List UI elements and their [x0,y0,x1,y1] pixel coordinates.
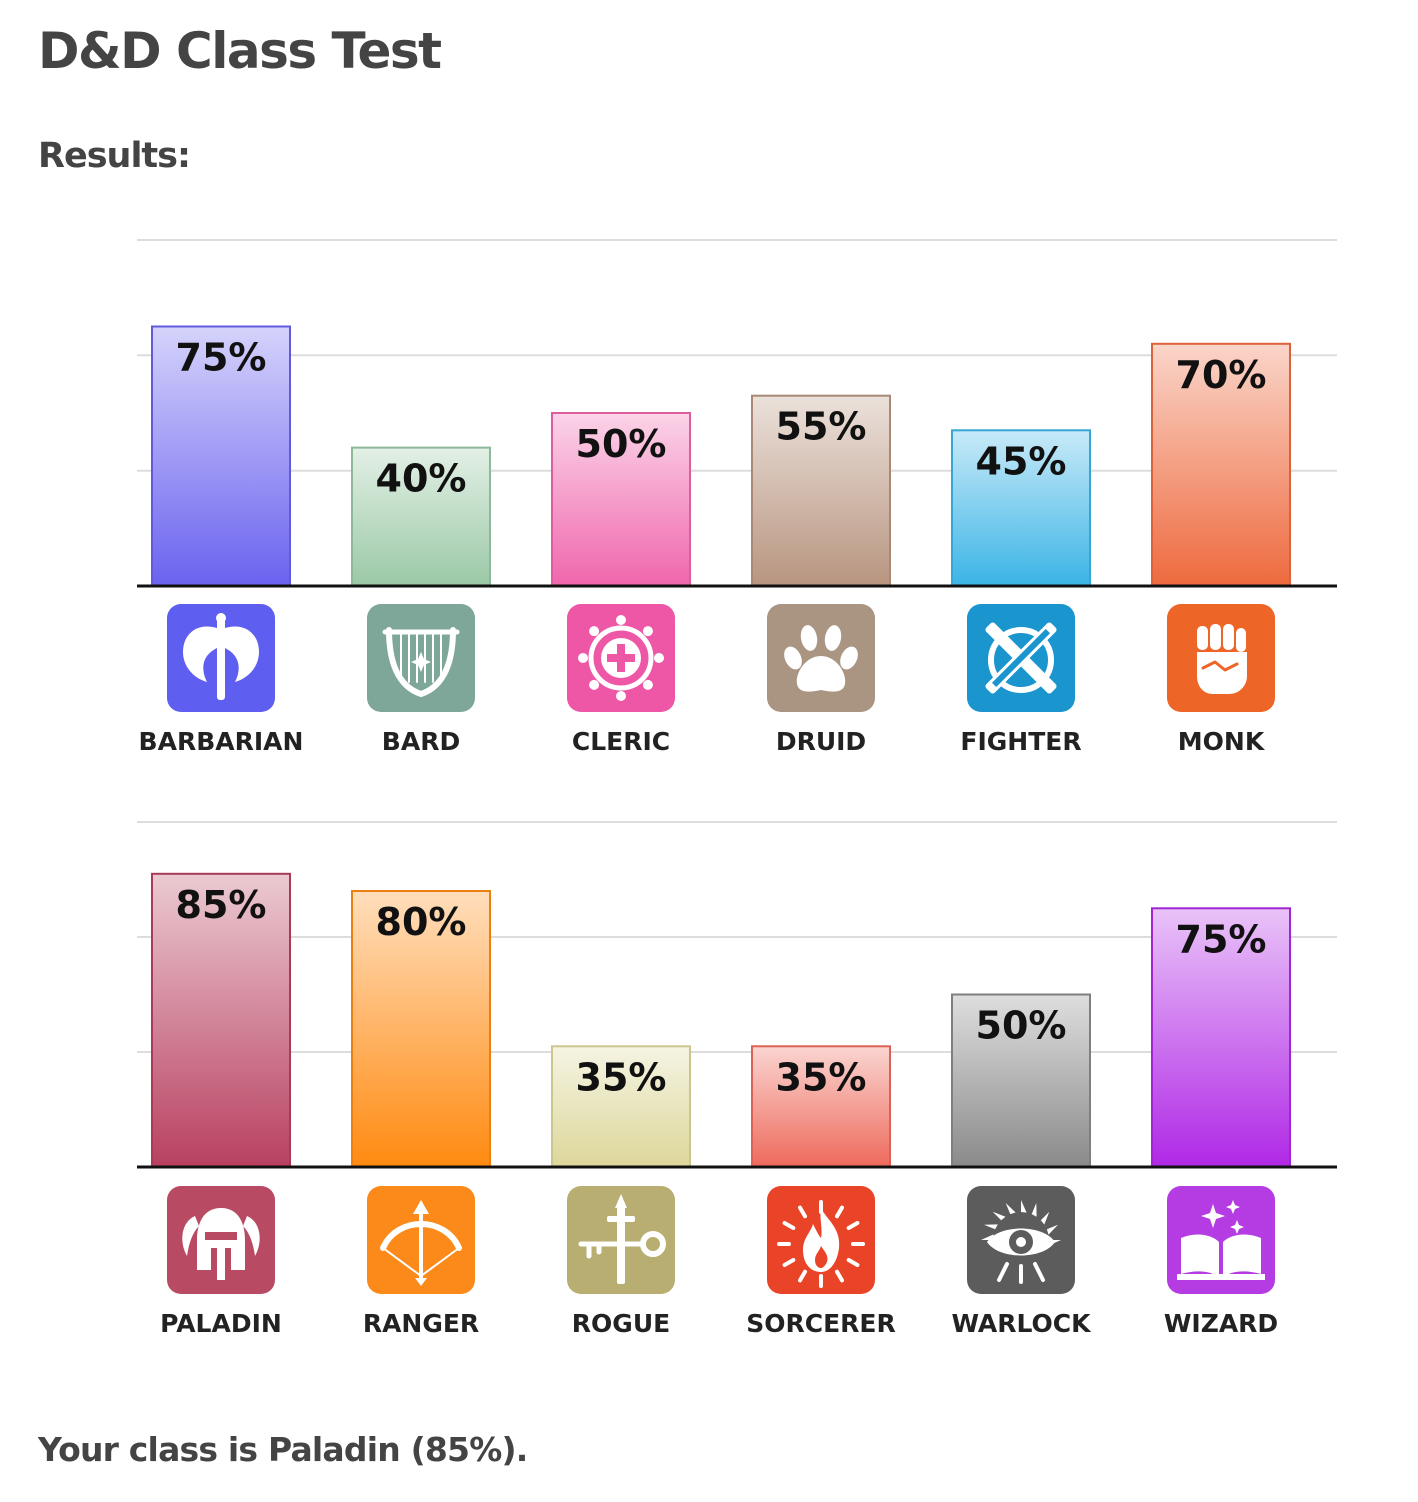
flame-icon [767,1186,875,1294]
bar-cleric [551,412,691,587]
value-label: 85% [176,883,267,927]
value-label: 55% [776,405,867,449]
bar-rogue [551,1045,691,1169]
spellbook-icon [1167,1186,1275,1294]
value-label: 35% [776,1055,867,1099]
value-label: 80% [376,900,467,944]
class-label-ranger: RANGER [363,1309,479,1338]
paw-icon [767,604,875,712]
axe-icon [167,604,275,712]
bar-bard [351,446,491,587]
bow-icon [367,1186,475,1294]
crossed-swords-icon [967,604,1075,712]
class-label-rogue: ROGUE [572,1309,670,1338]
value-label: 70% [1176,353,1267,397]
class-label-druid: DRUID [776,727,866,756]
class-label-cleric: CLERIC [572,727,670,756]
value-label: 40% [376,457,467,501]
class-label-sorcerer: SORCERER [746,1309,896,1338]
class-label-wizard: WIZARD [1164,1309,1278,1338]
page-title: D&D Class Test [38,22,442,80]
lyre-icon [367,604,475,712]
bar-paladin [151,872,291,1169]
dagger-key-icon [567,1186,675,1294]
class-label-barbarian: BARBARIAN [139,727,304,756]
value-label: 35% [576,1055,667,1099]
bar-fighter [951,429,1091,587]
bar-sorcerer [751,1045,891,1169]
bar-ranger [351,890,491,1168]
class-label-paladin: PALADIN [160,1309,282,1338]
chart-panel: 75% BARBARIAN 40% BARD 50% CLERIC 55% DRUID 45% F… [137,239,1337,756]
holy-symbol-icon [567,604,675,712]
eye-icon [967,1186,1075,1294]
class-label-monk: MONK [1178,727,1266,756]
value-label: 45% [976,439,1067,483]
value-label: 75% [1176,917,1267,961]
value-label: 50% [576,422,667,466]
bar-druid [751,394,891,588]
value-label: 50% [976,1004,1067,1048]
results-heading: Results: [38,136,191,176]
class-label-bard: BARD [382,727,460,756]
bar-monk [1151,342,1291,587]
chart-panel: 85% PALADIN 80% RANGER 35% ROGUE 35% SORCERER 50… [137,821,1337,1338]
value-label: 75% [176,336,267,380]
bar-wizard [1151,907,1291,1169]
bar-warlock [951,993,1091,1168]
fist-icon [1167,604,1275,712]
winged-helmet-icon [167,1186,275,1294]
class-label-fighter: FIGHTER [960,727,1081,756]
results-chart: 75% BARBARIAN 40% BARD 50% CLERIC 55% DRUID 45% F… [137,239,1337,1338]
result-text: Your class is Paladin (85%). [38,1430,528,1469]
class-label-warlock: WARLOCK [951,1309,1092,1338]
bar-barbarian [151,325,291,587]
